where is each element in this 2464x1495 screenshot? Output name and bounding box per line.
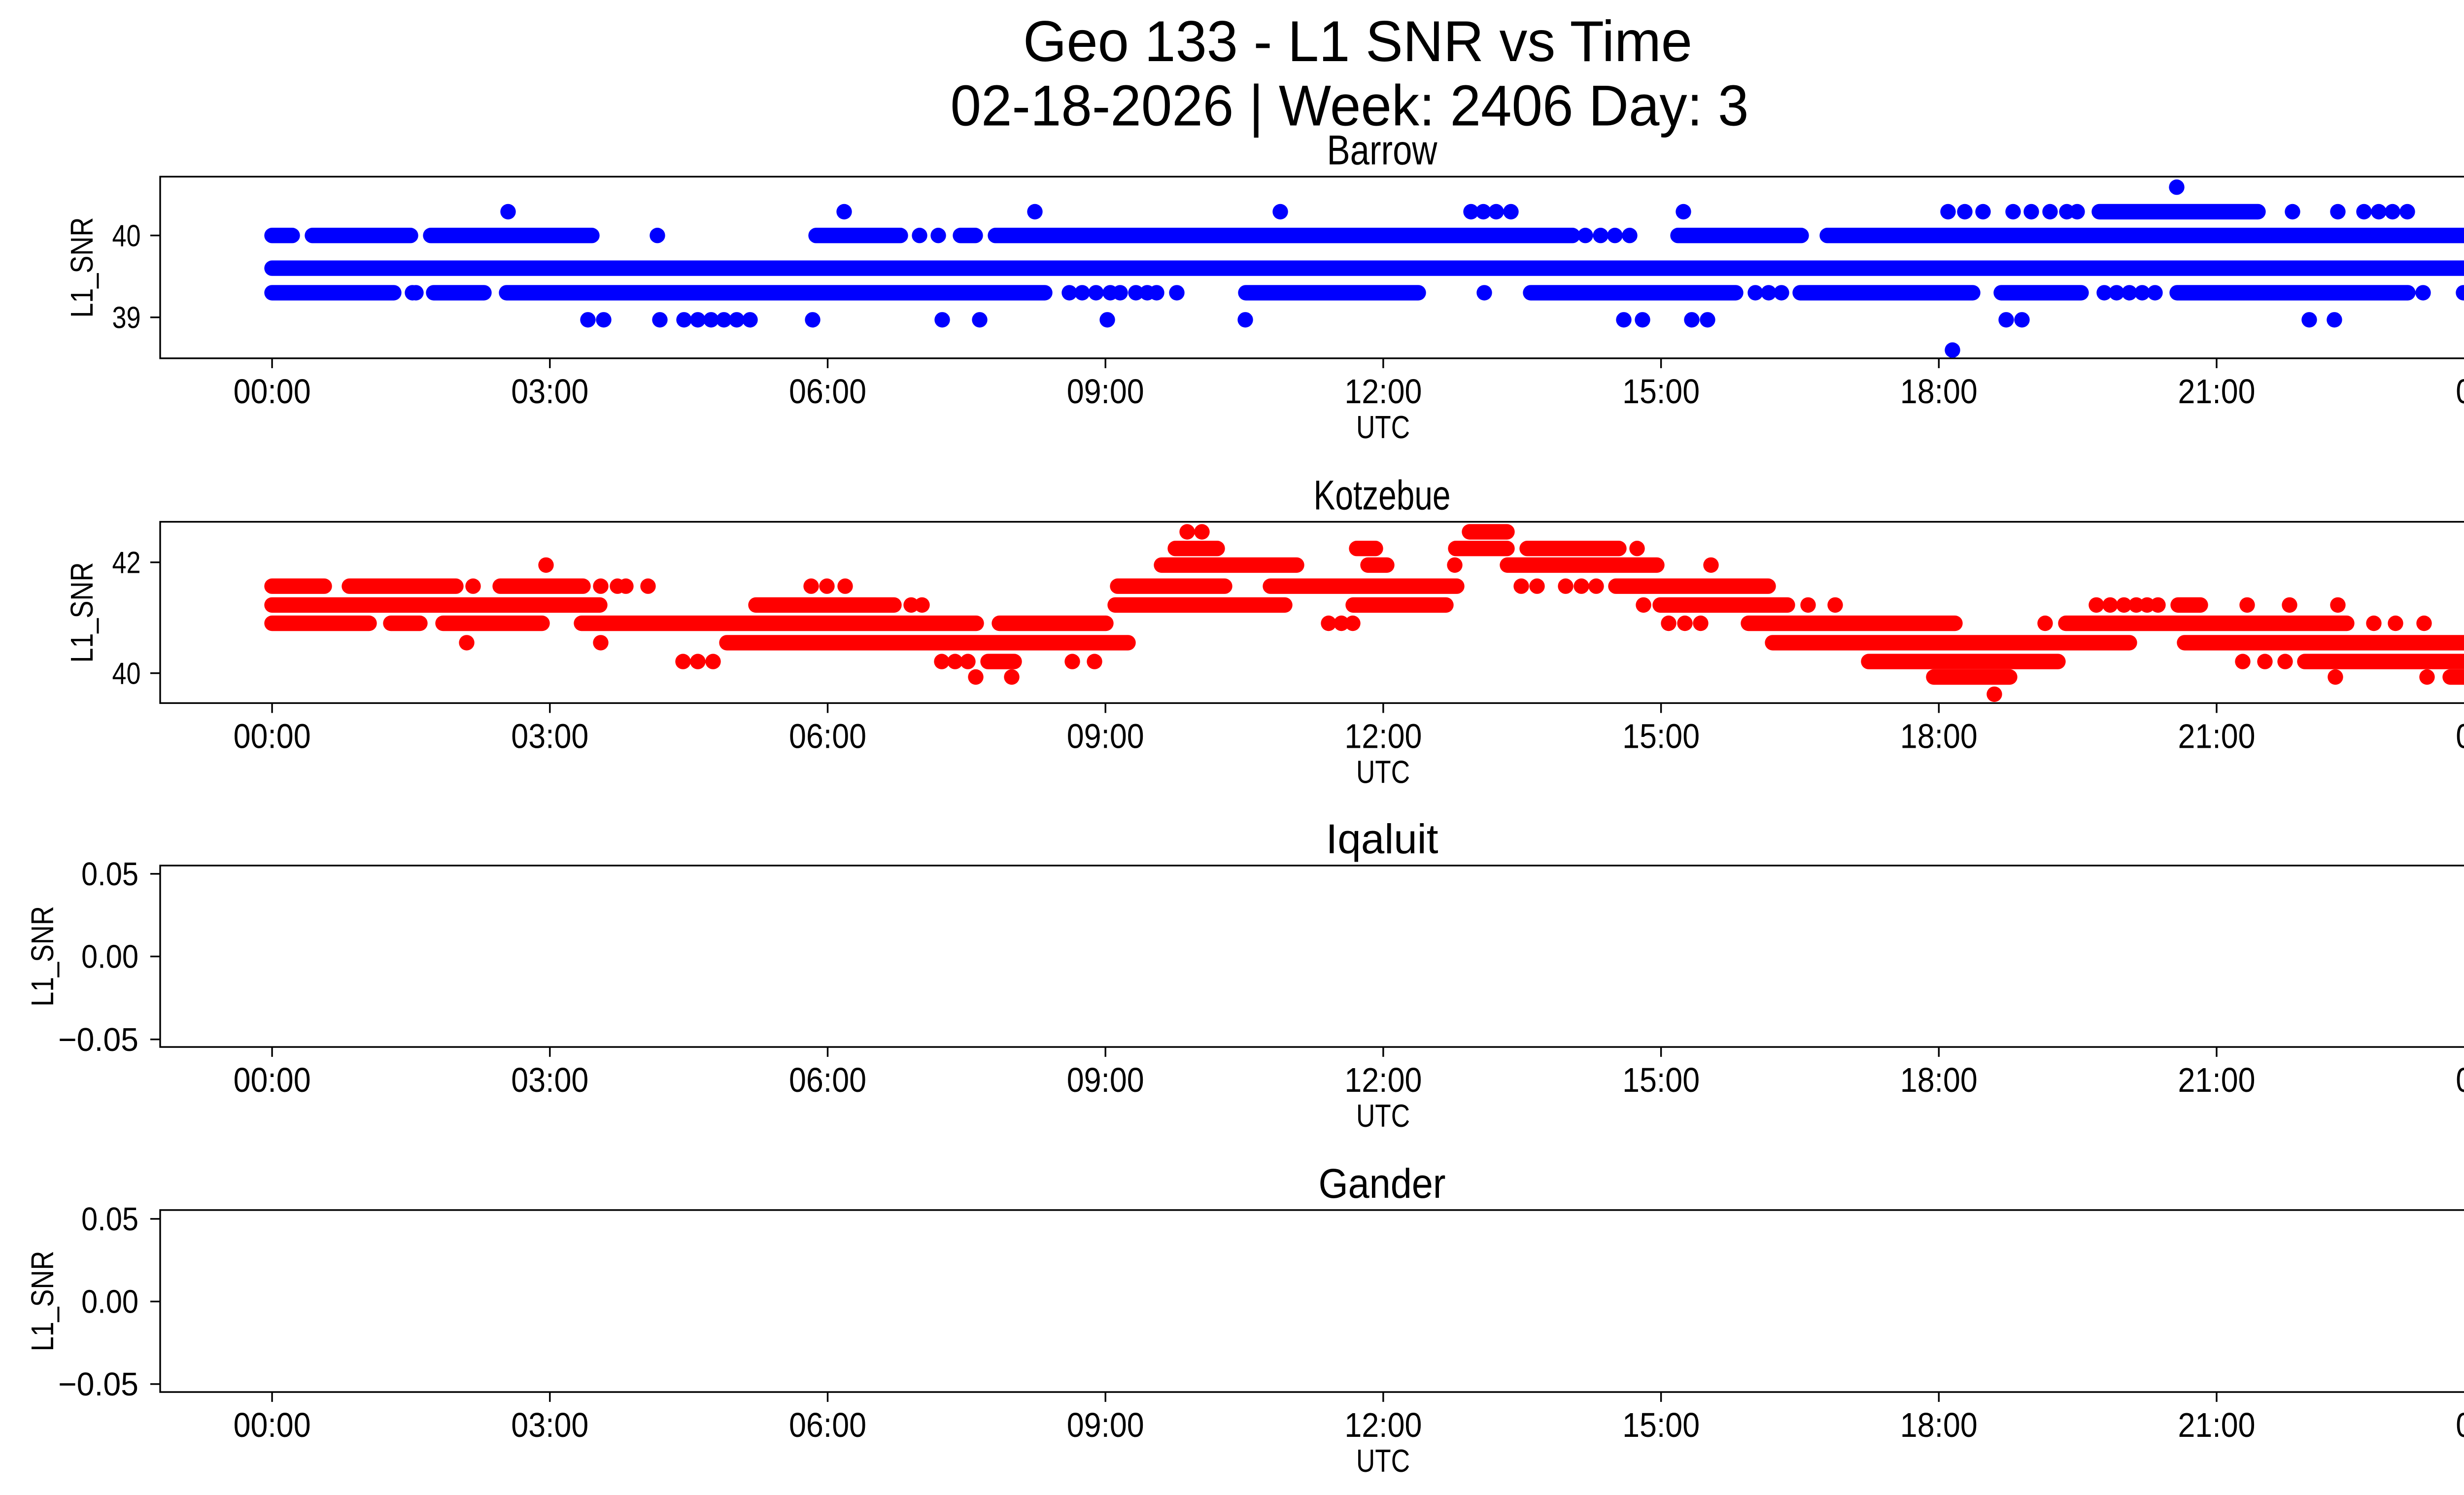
svg-text:12:00: 12:00	[1344, 372, 1422, 411]
svg-text:15:00: 15:00	[1622, 717, 1700, 755]
svg-text:21:00: 21:00	[2178, 1061, 2256, 1099]
svg-text:21:00: 21:00	[2178, 372, 2256, 411]
svg-text:09:00: 09:00	[1067, 1406, 1144, 1444]
svg-text:09:00: 09:00	[1067, 1061, 1144, 1099]
svg-text:0.00: 0.00	[81, 1284, 138, 1321]
svg-text:12:00: 12:00	[1344, 717, 1422, 755]
svg-text:Geo 133 - L1 SNR vs Time: Geo 133 - L1 SNR vs Time	[1023, 9, 1692, 73]
svg-text:03:00: 03:00	[511, 717, 588, 755]
svg-text:18:00: 18:00	[1900, 1061, 1978, 1099]
svg-text:UTC: UTC	[1356, 410, 1410, 445]
svg-text:21:00: 21:00	[2178, 1406, 2256, 1444]
svg-text:UTC: UTC	[1356, 754, 1410, 790]
svg-text:03:00: 03:00	[511, 372, 588, 411]
svg-text:00:00: 00:00	[234, 1406, 311, 1444]
svg-text:00:00: 00:00	[234, 1061, 311, 1099]
svg-text:Barrow: Barrow	[1327, 127, 1437, 173]
svg-text:0.05: 0.05	[81, 856, 138, 893]
svg-text:18:00: 18:00	[1900, 717, 1978, 755]
svg-text:00:00: 00:00	[2456, 1406, 2464, 1444]
svg-text:06:00: 06:00	[789, 372, 866, 411]
svg-text:UTC: UTC	[1356, 1443, 1410, 1479]
svg-text:L1_SNR: L1_SNR	[25, 1251, 60, 1352]
svg-text:03:00: 03:00	[511, 1061, 588, 1099]
svg-text:12:00: 12:00	[1344, 1061, 1422, 1099]
svg-text:03:00: 03:00	[511, 1406, 588, 1444]
svg-text:02-18-2026 | Week: 2406 Day: 3: 02-18-2026 | Week: 2406 Day: 3	[951, 73, 1749, 138]
svg-text:00:00: 00:00	[2456, 1061, 2464, 1099]
svg-text:Iqaluit: Iqaluit	[1326, 816, 1438, 862]
svg-text:18:00: 18:00	[1900, 1406, 1978, 1444]
svg-text:L1_SNR: L1_SNR	[64, 217, 100, 318]
svg-text:40: 40	[112, 656, 141, 691]
svg-text:06:00: 06:00	[789, 1061, 866, 1099]
svg-text:Gander: Gander	[1319, 1160, 1446, 1207]
svg-text:21:00: 21:00	[2178, 717, 2256, 755]
svg-text:12:00: 12:00	[1344, 1406, 1422, 1444]
svg-text:−0.05: −0.05	[58, 1021, 138, 1058]
svg-text:−0.05: −0.05	[58, 1366, 138, 1403]
svg-text:UTC: UTC	[1356, 1098, 1410, 1134]
svg-text:0.05: 0.05	[81, 1201, 138, 1238]
svg-text:06:00: 06:00	[789, 1406, 866, 1444]
svg-text:0.00: 0.00	[81, 939, 138, 975]
svg-text:18:00: 18:00	[1900, 372, 1978, 411]
svg-text:00:00: 00:00	[2456, 717, 2464, 755]
svg-text:00:00: 00:00	[234, 717, 311, 755]
svg-text:42: 42	[112, 546, 141, 580]
svg-text:L1_SNR: L1_SNR	[25, 906, 60, 1007]
svg-text:39: 39	[112, 301, 141, 335]
svg-text:Kotzebue: Kotzebue	[1314, 472, 1451, 519]
svg-text:L1_SNR: L1_SNR	[64, 562, 100, 663]
svg-text:00:00: 00:00	[2456, 372, 2464, 411]
svg-text:09:00: 09:00	[1067, 372, 1144, 411]
svg-text:00:00: 00:00	[234, 372, 311, 411]
svg-text:09:00: 09:00	[1067, 717, 1144, 755]
svg-text:40: 40	[112, 218, 141, 253]
svg-text:06:00: 06:00	[789, 717, 866, 755]
svg-text:15:00: 15:00	[1622, 1406, 1700, 1444]
svg-text:15:00: 15:00	[1622, 1061, 1700, 1099]
svg-text:15:00: 15:00	[1622, 372, 1700, 411]
